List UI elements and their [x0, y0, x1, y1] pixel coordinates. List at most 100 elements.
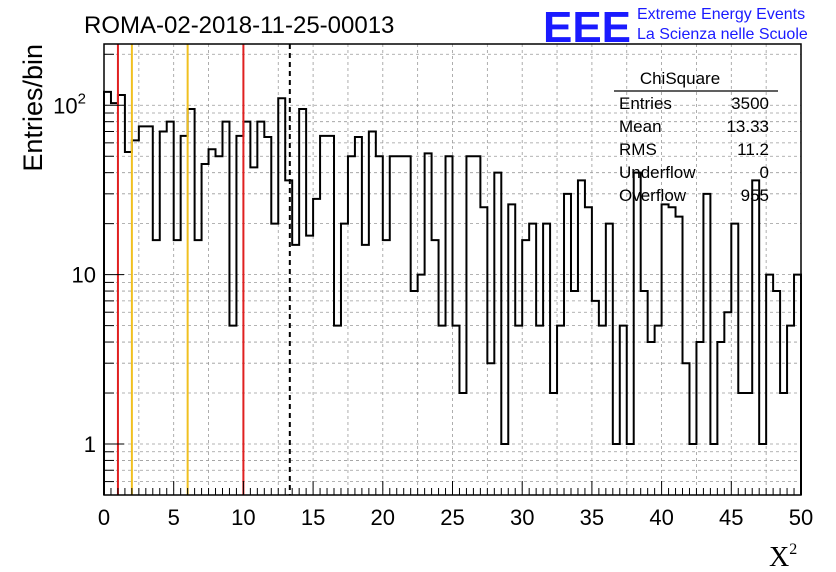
histogram-bin: [669, 207, 676, 495]
histogram-bin: [627, 444, 634, 495]
y-tick-label: 102: [53, 90, 86, 118]
histogram-bin: [153, 240, 160, 495]
x-tick-label: 40: [649, 505, 673, 530]
histogram-bin: [390, 156, 397, 495]
stats-row-value: 0: [760, 163, 769, 182]
axis-layer: 0 5 10 15 20 25 30 35 40 45 50 1 10 102: [53, 53, 813, 530]
stats-row-label: Mean: [619, 117, 662, 136]
histogram-bin: [369, 132, 376, 495]
histogram-bin: [125, 152, 132, 495]
histogram-bin: [634, 173, 641, 495]
x-axis-label-base: X: [769, 542, 789, 572]
stats-row-value: 13.33: [726, 117, 769, 136]
histogram-bin: [209, 149, 216, 495]
histogram-bin: [592, 301, 599, 495]
histogram-bin: [376, 156, 383, 495]
histogram-bin: [613, 444, 620, 495]
histogram-bin: [299, 109, 306, 495]
histogram-bin: [104, 92, 111, 495]
histogram-bin: [160, 132, 167, 495]
histogram-bin: [243, 122, 250, 495]
histogram-bin: [522, 240, 529, 495]
stats-row-value: 955: [741, 186, 769, 205]
histogram-bin: [557, 326, 564, 495]
histogram-bin: [717, 342, 724, 495]
logo-line-1: Extreme Energy Events: [637, 6, 805, 23]
histogram-bin: [111, 103, 118, 495]
x-tick-label: 50: [789, 505, 813, 530]
x-tick-label: 0: [98, 505, 110, 530]
histogram-bin: [641, 291, 648, 495]
histogram-bin: [383, 240, 390, 495]
x-tick-label: 25: [440, 505, 464, 530]
histogram-bin: [620, 326, 627, 495]
histogram-bin: [334, 326, 341, 495]
stats-row-label: Overflow: [619, 186, 687, 205]
histogram-bin: [118, 95, 125, 495]
histogram-bin: [515, 326, 522, 495]
histogram-bin: [257, 122, 264, 495]
histogram-bin: [271, 224, 278, 495]
histogram-bin: [188, 109, 195, 495]
histogram-bin: [292, 245, 299, 495]
x-tick-label: 5: [168, 505, 180, 530]
histogram-bin: [536, 326, 543, 495]
histogram-bin: [599, 326, 606, 495]
marker-lines-layer: [116, 44, 291, 495]
histogram-bin: [550, 393, 557, 495]
x-tick-label: 35: [580, 505, 604, 530]
histogram-bin: [404, 156, 411, 495]
histogram-bin: [362, 245, 369, 495]
histogram-bin: [236, 136, 243, 495]
histogram-bin: [425, 153, 432, 495]
histogram-bin: [355, 137, 362, 495]
histogram-bin: [432, 240, 439, 495]
histogram-bin: [411, 291, 418, 495]
histogram-layer: [103, 90, 802, 495]
histogram-bin: [787, 326, 794, 495]
histogram-bin: [780, 393, 787, 495]
histogram-bin: [222, 122, 229, 495]
x-axis-label: X2: [769, 541, 797, 572]
histogram-bin: [648, 342, 655, 495]
histogram-bin: [676, 217, 683, 495]
histogram-bin: [167, 122, 174, 495]
histogram-bin: [146, 126, 153, 495]
histogram-bin: [181, 136, 188, 495]
stats-row-label: RMS: [619, 140, 657, 159]
histogram-bin: [731, 224, 738, 495]
histogram-bin: [662, 204, 669, 495]
histogram-bin: [738, 393, 745, 495]
histogram-bin: [655, 326, 662, 495]
stats-row-label: Underflow: [619, 163, 696, 182]
histogram-bin: [724, 312, 731, 495]
histogram-bin: [773, 291, 780, 495]
histogram-bin: [195, 240, 202, 495]
stats-row-value: 11.2: [737, 140, 769, 159]
stats-box: ChiSquare Entries 3500 Mean 13.33 RMS 11.2 Und…: [614, 69, 778, 205]
y-tick-label: 1: [84, 432, 96, 457]
histogram-bin: [473, 156, 480, 495]
histogram-bin: [320, 136, 327, 495]
histogram-bin: [313, 199, 320, 495]
histogram-bin: [794, 275, 801, 495]
x-tick-label: 20: [371, 505, 395, 530]
histogram-bin: [397, 156, 404, 495]
histogram-bin: [578, 180, 585, 495]
histogram-bin: [466, 156, 473, 495]
histogram-bin: [759, 444, 766, 495]
histogram-bin: [501, 444, 508, 495]
histogram-bin: [446, 156, 453, 495]
histogram-bin: [696, 342, 703, 495]
histogram-bin: [264, 137, 271, 495]
histogram-bin: [606, 224, 613, 495]
logo-letters: EEE: [543, 3, 631, 52]
histogram-bin: [250, 167, 257, 495]
histogram-bin: [139, 126, 146, 495]
histogram-bin: [703, 194, 710, 495]
logo-line-2: La Scienza nelle Scuole: [637, 26, 808, 43]
histogram-bin: [453, 326, 460, 495]
histogram-bin: [689, 444, 696, 495]
stats-row-label: Entries: [619, 94, 672, 113]
